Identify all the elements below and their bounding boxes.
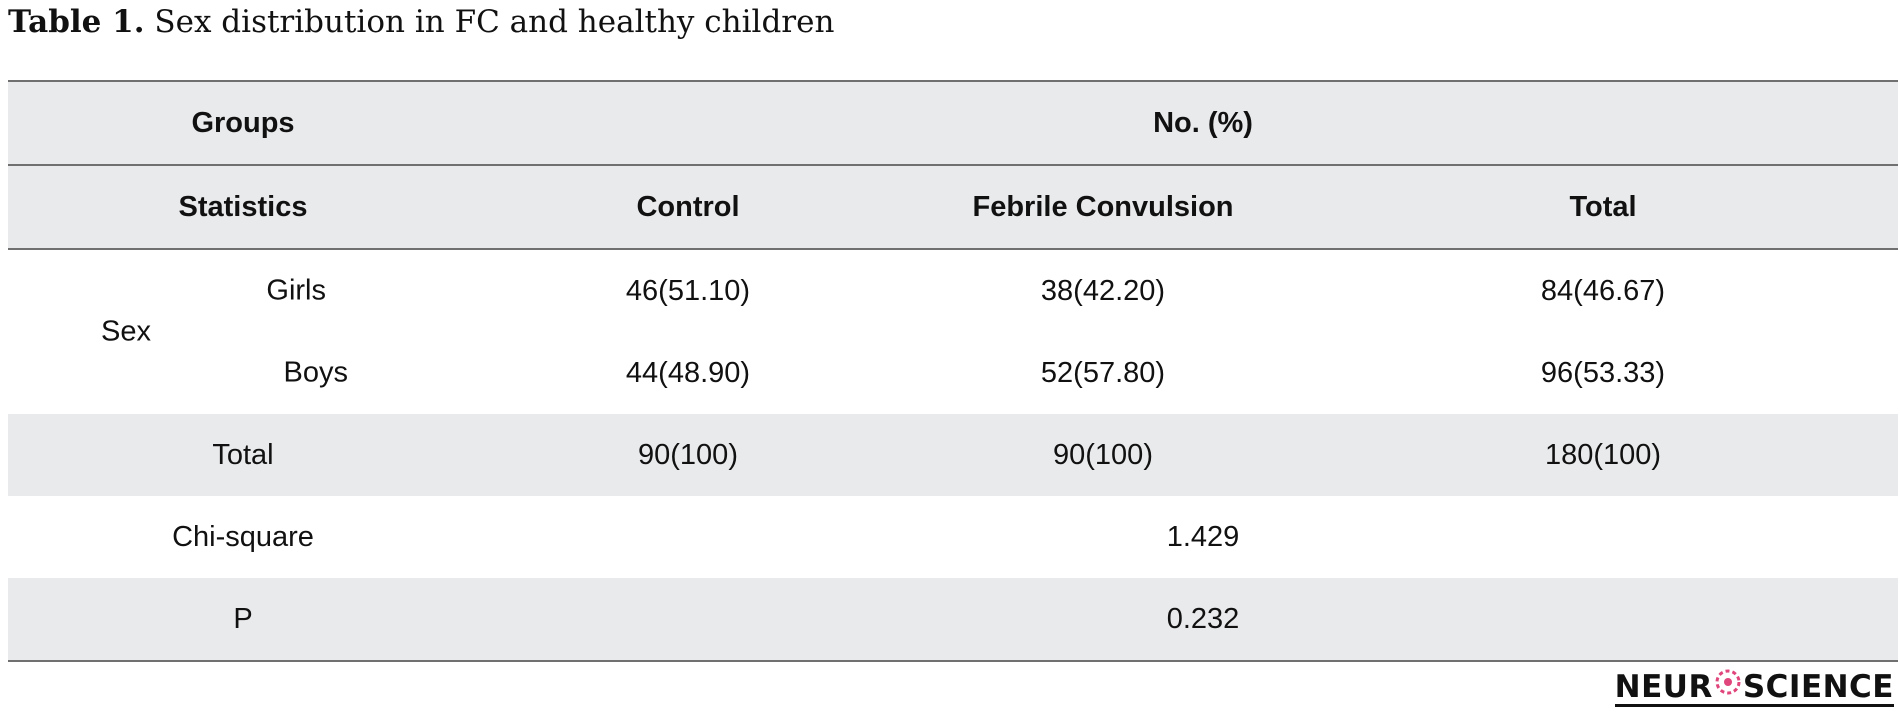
chi-square-value: 1.429 (1166, 520, 1240, 553)
header-statistics: Statistics (8, 164, 478, 250)
header-total: Total (1308, 164, 1898, 250)
header-fc: Febrile Convulsion (898, 164, 1308, 250)
table-number: Table 1. (8, 4, 145, 40)
girls-fc: 38(42.20) (1040, 274, 1166, 307)
total-control: 90(100) (478, 414, 898, 496)
header-control: Control (478, 164, 898, 250)
table-row-boys: Boys 44(48.90) 52(57.80) 96(53.33) (8, 332, 1898, 414)
brain-icon (1714, 668, 1742, 703)
header-row-groups: Groups No. (%) (8, 80, 1898, 165)
girls-control: 46(51.10) (625, 274, 751, 307)
boys-label: Boys (283, 356, 348, 389)
boys-control: 44(48.90) (625, 356, 751, 389)
table-row-chi-square: Chi-square 1.429 (8, 496, 1898, 578)
table-title: Sex distribution in FC and healthy child… (154, 4, 835, 40)
p-label: P (8, 578, 478, 662)
boys-cell: Boys (8, 332, 478, 414)
total-fc: 90(100) (898, 414, 1308, 496)
header-groups: Groups (8, 80, 478, 165)
chi-square-label: Chi-square (172, 520, 314, 553)
girls-total: 84(46.67) (1540, 274, 1666, 307)
header-row-columns: Statistics Control Febrile Convulsion To… (8, 164, 1898, 250)
total-label: Total (8, 414, 478, 496)
header-no-pct: No. (%) (478, 80, 1898, 165)
data-table: Groups No. (%) Statistics Control Febril… (8, 80, 1898, 662)
boys-fc: 52(57.80) (1040, 356, 1166, 389)
girls-label: Girls (266, 274, 326, 307)
p-value: 0.232 (478, 578, 1898, 662)
table-row-total: Total 90(100) 90(100) 180(100) (8, 414, 1898, 496)
sex-label: Sex (101, 315, 151, 348)
table-row-p: P 0.232 (8, 578, 1898, 662)
neuroscience-logo: NEUR SCIENCE (1614, 668, 1894, 707)
table-caption: Table 1. Sex distribution in FC and heal… (8, 4, 834, 40)
boys-total: 96(53.33) (1540, 356, 1666, 389)
girls-cell: Sex Girls (8, 249, 478, 348)
table-row-girls: Sex Girls 46(51.10) 38(42.20) 84(46.67) (8, 249, 1898, 348)
total-total: 180(100) (1308, 414, 1898, 496)
